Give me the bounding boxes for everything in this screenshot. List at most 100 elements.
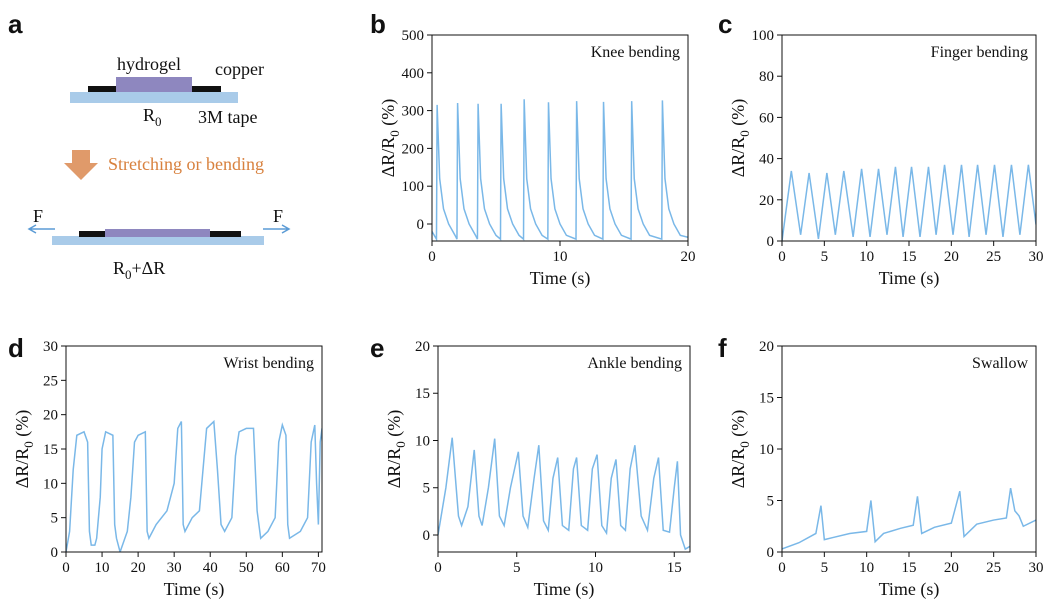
x-tick-label: 10	[859, 560, 874, 576]
r0-label: R0	[143, 105, 162, 129]
r: R	[143, 105, 155, 125]
x-tick-label: 10	[859, 249, 874, 265]
x-tick-label: 20	[944, 560, 959, 576]
y-axis-label: ΔR/R0 (%)	[728, 410, 752, 489]
y-tick-label: 20	[759, 193, 774, 209]
sub: 0	[155, 114, 162, 129]
y-tick-label: 0	[51, 545, 59, 561]
y-axis-label: ΔR/R0 (%)	[384, 410, 408, 489]
tape	[70, 92, 238, 103]
y-tick-label: 30	[43, 339, 58, 355]
copper	[79, 231, 105, 237]
y-tick-label: 80	[759, 69, 774, 85]
y-tick-label: 20	[415, 339, 430, 355]
plot-area	[432, 99, 688, 241]
y-label-unit: (%)	[12, 410, 33, 441]
y-tick-label: 60	[759, 110, 774, 126]
y-label-main: ΔR/R	[378, 137, 398, 178]
frame	[65, 345, 323, 553]
y-tick-label: 400	[402, 66, 425, 82]
panel-letter: e	[370, 333, 384, 363]
y-label-sub: 0	[21, 441, 36, 448]
y-tick-label: 0	[767, 234, 775, 250]
data-line	[432, 99, 688, 241]
y-tick-label: 5	[51, 511, 59, 527]
x-tick-label: 20	[944, 249, 959, 265]
arrow-down	[64, 150, 98, 180]
copper-label: copper	[215, 59, 264, 79]
x-tick-label: 70	[311, 560, 326, 576]
y-tick-label: 15	[43, 442, 58, 458]
chart-title: Swallow	[972, 355, 1028, 372]
x-tick-label: 0	[428, 249, 436, 265]
frame	[781, 34, 1037, 242]
y-tick-label: 5	[767, 494, 775, 510]
y-tick-label: 10	[415, 433, 430, 449]
y-tick-label: 200	[402, 141, 425, 157]
plot-area	[782, 164, 1036, 241]
x-tick-label: 20	[681, 249, 696, 265]
action-label: Stretching or bending	[108, 154, 264, 174]
y-tick-label: 100	[752, 28, 775, 44]
copper	[190, 86, 221, 92]
force-label: F	[273, 206, 283, 226]
chart-title: Ankle bending	[587, 355, 682, 372]
force-arrow	[263, 224, 291, 234]
x-tick-label: 15	[902, 560, 917, 576]
delta: +ΔR	[132, 258, 166, 278]
y-axis-label: ΔR/R0 (%)	[728, 99, 752, 178]
y-tick-label: 10	[43, 476, 58, 492]
frame	[437, 345, 691, 553]
tape	[52, 236, 264, 245]
r-change-label: R0+ΔR	[113, 258, 165, 282]
y-label-unit: (%)	[728, 410, 749, 441]
x-axis-label: Time (s)	[164, 579, 225, 600]
x-tick-label: 10	[553, 249, 568, 265]
copper	[210, 231, 241, 237]
y-axis-label: ΔR/R0 (%)	[12, 410, 36, 489]
x-tick-label: 0	[778, 560, 786, 576]
data-line	[782, 164, 1036, 241]
x-axis-label: Time (s)	[534, 579, 595, 600]
panel-letter: c	[718, 9, 732, 39]
y-label-main: ΔR/R	[12, 448, 32, 489]
x-tick-label: 15	[902, 249, 917, 265]
y-tick-label: 15	[759, 391, 774, 407]
plot-area	[782, 488, 1036, 550]
y-tick-label: 300	[402, 104, 425, 120]
y-label-sub: 0	[737, 130, 752, 137]
y-label-unit: (%)	[728, 99, 749, 130]
data-line	[782, 488, 1036, 550]
y-tick-label: 20	[43, 408, 58, 424]
hydrogel	[116, 77, 192, 92]
y-axis-label: ΔR/R0 (%)	[378, 99, 402, 178]
chart-title: Finger bending	[931, 44, 1028, 61]
x-tick-label: 0	[434, 560, 442, 576]
y-tick-label: 500	[402, 28, 425, 44]
chart-panel: d 0 10 20 30 40 50 60 70 0 5 10 15 20 25 30 Time (s) ΔR/R…	[8, 333, 326, 600]
x-tick-label: 30	[1029, 249, 1044, 265]
x-tick-label: 25	[986, 249, 1001, 265]
y-tick-label: 40	[759, 152, 774, 168]
x-tick-label: 30	[1029, 560, 1044, 576]
y-label-main: ΔR/R	[728, 448, 748, 489]
tape-label: 3M tape	[198, 107, 257, 127]
y-tick-label: 0	[767, 545, 775, 561]
y-tick-label: 20	[759, 339, 774, 355]
y-label-main: ΔR/R	[728, 137, 748, 178]
x-tick-label: 5	[821, 560, 829, 576]
x-tick-label: 0	[62, 560, 70, 576]
y-tick-label: 15	[415, 386, 430, 402]
x-tick-label: 10	[588, 560, 603, 576]
data-line	[438, 437, 690, 551]
x-tick-label: 20	[131, 560, 146, 576]
x-tick-label: 50	[239, 560, 254, 576]
frame	[781, 345, 1037, 553]
frame	[431, 34, 689, 242]
hydrogel-label: hydrogel	[117, 54, 181, 74]
r: R	[113, 258, 125, 278]
panel-letter: d	[8, 333, 24, 363]
